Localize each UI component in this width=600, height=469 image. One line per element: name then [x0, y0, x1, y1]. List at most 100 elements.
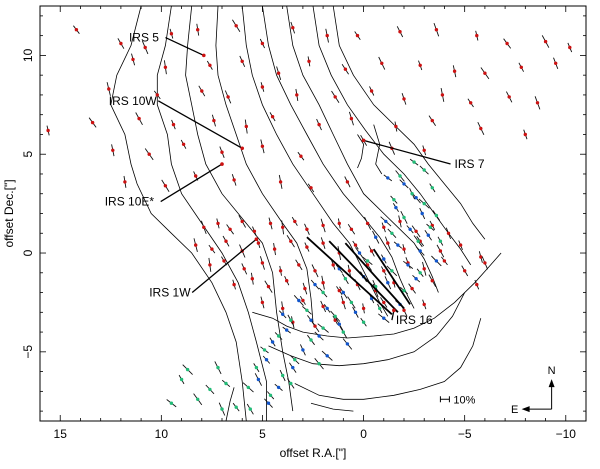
data-point	[325, 28, 329, 43]
irs16-ray-2	[344, 242, 405, 309]
data-point	[387, 228, 397, 239]
data-point-marker	[171, 122, 176, 127]
data-point	[381, 254, 387, 264]
data-point	[299, 295, 306, 305]
data-point-marker	[390, 231, 394, 235]
data-point	[244, 119, 248, 134]
data-point	[409, 158, 419, 166]
data-point-marker	[361, 320, 366, 324]
data-point-marker	[410, 192, 414, 196]
data-point-marker	[505, 41, 509, 46]
data-point	[411, 225, 421, 238]
data-point-marker	[402, 308, 406, 312]
data-point	[232, 19, 241, 32]
data-point	[481, 256, 489, 270]
data-point	[381, 222, 386, 233]
data-point	[418, 60, 423, 71]
data-point	[169, 28, 174, 39]
data-point	[441, 256, 448, 266]
data-point	[331, 260, 336, 270]
y-tick-label: 0	[21, 249, 35, 256]
data-point-marker	[256, 241, 261, 245]
data-point-marker	[250, 277, 254, 281]
data-point-marker	[412, 160, 416, 164]
data-point	[171, 119, 176, 130]
data-point	[352, 306, 359, 318]
data-point-marker	[208, 263, 212, 267]
data-point-marker	[194, 243, 198, 247]
data-point-marker	[440, 93, 445, 97]
data-point-marker	[234, 24, 238, 28]
data-point-marker	[337, 322, 341, 326]
data-point	[260, 82, 265, 92]
data-point	[398, 215, 402, 228]
data-point	[268, 217, 273, 230]
annotation-target-0	[202, 53, 206, 58]
data-point	[342, 338, 353, 350]
data-point-marker	[242, 267, 246, 271]
data-point	[505, 91, 513, 103]
data-point-marker	[232, 282, 236, 287]
data-point-marker	[406, 263, 410, 267]
data-point	[208, 257, 212, 272]
data-point-marker	[507, 95, 511, 99]
data-point	[117, 38, 125, 49]
scale-bar: 10%	[439, 394, 476, 406]
data-point-marker	[305, 227, 309, 231]
data-point	[287, 314, 294, 326]
data-point	[260, 296, 265, 309]
data-point-marker	[46, 128, 50, 133]
data-point-marker	[446, 231, 451, 235]
data-point-marker	[264, 358, 269, 362]
data-point-marker	[281, 225, 285, 229]
data-point	[523, 129, 528, 140]
data-point-marker	[289, 381, 293, 386]
data-point	[289, 362, 297, 373]
data-point-marker	[402, 215, 406, 220]
data-point-marker	[169, 401, 174, 405]
irs16-ray-0	[306, 236, 393, 315]
data-point	[269, 337, 276, 347]
data-point	[428, 274, 437, 288]
data-point-marker	[382, 225, 386, 229]
data-point-marker	[519, 65, 523, 70]
data-point-marker	[281, 306, 285, 311]
data-point	[291, 216, 298, 226]
data-point-marker	[392, 198, 396, 202]
data-point-marker	[202, 225, 206, 229]
data-point-marker	[458, 243, 463, 247]
data-point	[321, 275, 325, 290]
data-point-marker	[422, 201, 426, 206]
annotation-leader-1	[157, 100, 243, 149]
data-point	[347, 264, 352, 277]
data-point-marker	[382, 300, 386, 305]
data-point-marker	[341, 300, 345, 305]
data-point-marker	[483, 71, 487, 75]
data-point-marker	[321, 326, 325, 330]
data-point	[252, 226, 257, 237]
data-point-marker	[297, 298, 301, 303]
data-point-marker	[240, 59, 244, 63]
data-point	[178, 374, 185, 385]
data-point-marker	[438, 249, 443, 253]
data-point	[216, 218, 220, 229]
data-point	[262, 355, 271, 364]
data-point	[405, 257, 411, 269]
data-point	[415, 246, 425, 256]
data-point	[281, 220, 285, 235]
data-point	[339, 325, 348, 339]
data-point-marker	[309, 186, 313, 190]
data-point-marker	[434, 259, 439, 263]
data-point-marker	[260, 144, 265, 148]
data-point	[323, 304, 331, 313]
data-point	[278, 265, 283, 276]
data-point	[362, 256, 373, 265]
data-point	[377, 303, 383, 314]
data-point-marker	[568, 45, 572, 50]
data-point-marker	[210, 247, 214, 251]
data-point-marker	[418, 63, 422, 67]
data-point	[383, 174, 393, 182]
annotation-target-4	[254, 237, 259, 241]
data-point-marker	[289, 318, 293, 322]
data-point-marker	[123, 180, 127, 184]
